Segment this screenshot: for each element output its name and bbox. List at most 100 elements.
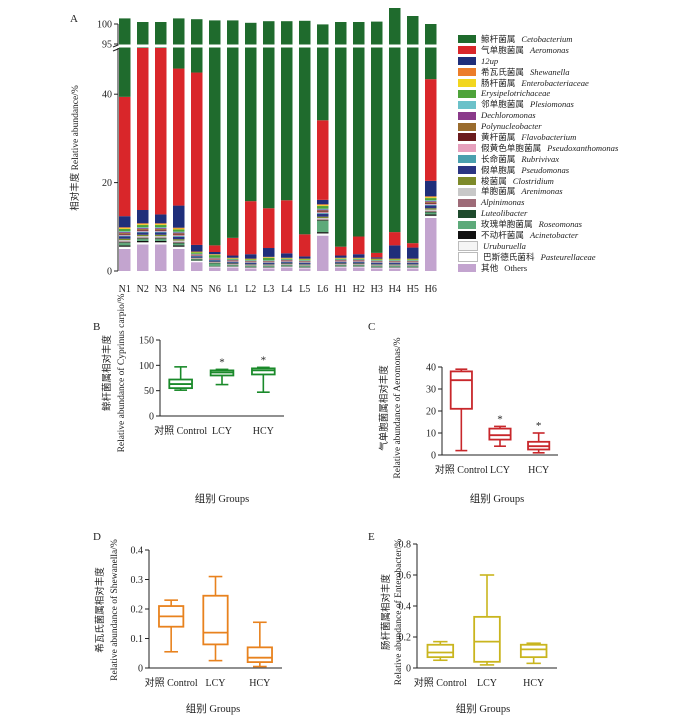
panel-a-bar-segment (353, 236, 365, 255)
legend-item: Erysipelotrichaceae (458, 88, 698, 99)
panel-a-bar-segment (425, 205, 437, 209)
legend-label-latin: Pseudomonas (521, 164, 570, 175)
panel-a-bar-segment (137, 230, 149, 232)
panel-a-bar-segment (227, 262, 239, 264)
panel-a-bar-segment (425, 210, 437, 212)
panel-a-bar-segment (137, 229, 149, 231)
panel-a-x-tick-label: L6 (317, 284, 328, 295)
panel-a-bar-segment (155, 239, 167, 241)
panel-a-bar-segment (425, 212, 437, 215)
panel-a-bar-segment (371, 268, 383, 271)
panel-a-bar-segment (209, 245, 221, 252)
panel-a-bar-segment (227, 258, 239, 260)
panel-a-bar-segment (173, 240, 185, 242)
panel-a-bar-segment (227, 20, 239, 238)
panel-c-box (488, 427, 512, 441)
panel-a-bar-segment (425, 180, 437, 197)
panel-a-bar-segment (281, 21, 293, 201)
panel-a-bar-segment (407, 243, 419, 248)
panel-a-bar-segment (353, 262, 365, 264)
panel-a-bar-segment (173, 243, 185, 246)
panel-b-y-tick-label: 50 (144, 386, 154, 397)
panel-a-bar-segment (335, 267, 347, 271)
panel-a-bar-segment (353, 22, 365, 237)
panel-a-bar-segment (119, 18, 131, 97)
panel-a-bar-segment (191, 259, 203, 261)
panel-e-y-axis-title-en: Relative abundance of Enterobacter/% (393, 539, 404, 685)
legend-item: 鲸杆菌属 Cetobacterium (458, 34, 698, 45)
legend-item: 梭菌属 Clostridium (458, 176, 698, 187)
panel-d-y-tick-label: 0.1 (131, 634, 144, 645)
panel-b-x-tick-label: HCY (253, 426, 274, 437)
panel-a-bar-segment (317, 219, 329, 221)
panel-a-bar-segment (119, 236, 131, 239)
panel-c-y-tick-label: 20 (426, 407, 436, 418)
legend-label-latin: Shewanella (529, 66, 570, 77)
legend-item: 邻单胞菌属 Plesiomonas (458, 99, 698, 110)
legend-label: 邻单胞菌属 Plesiomonas (481, 99, 574, 110)
panel-a-bar-segment (317, 199, 329, 205)
legend-swatch (458, 133, 476, 142)
panel-e-y-axis-title-cn: 肠杆菌属相对丰度 (380, 574, 392, 651)
panel-c-significance-star: * (536, 420, 542, 432)
panel-a-bar-segment (299, 263, 311, 265)
panel-a-bar-segment (317, 205, 329, 207)
panel-a-bar-segment (281, 200, 293, 254)
panel-a-bar-segment (425, 197, 437, 199)
panel-a-bar-segment (119, 247, 131, 249)
panel-a-bar-segment (317, 234, 329, 236)
panel-b-y-axis-title-cn: 鲸杆菌属相对丰度 (101, 335, 113, 412)
panel-a-bar-segment (119, 240, 131, 242)
panel-a-bar-segment (155, 225, 167, 228)
legend-label: 单胞菌属 Arenimonas (481, 186, 563, 197)
panel-a-x-tick-label: L2 (245, 284, 256, 295)
legend-label: 肠杆菌属 Enterobacteriaceae (481, 77, 589, 88)
panel-b-label: B (93, 321, 100, 333)
panel-c-x-tick-label: HCY (528, 465, 549, 476)
panel-a-bar-segment (245, 266, 257, 268)
panel-a-bar-segment (173, 227, 185, 229)
legend-label: 其他 Others (481, 262, 528, 273)
panel-a-bar-segment (389, 245, 401, 259)
panel-a-bar-segment (119, 216, 131, 228)
panel-a-bar-segment (191, 261, 203, 263)
panel-a-x-tick-label: L4 (281, 284, 292, 295)
panel-a-bar-segment (155, 237, 167, 239)
legend-label-latin: Rubrivivax (521, 153, 560, 164)
panel-c-x-tick-label: 对照 Control (435, 463, 488, 476)
legend-label: 玫瑰单胞菌属 Roseomonas (481, 219, 583, 230)
panel-a-bar-segment (407, 266, 419, 268)
legend-label-latin: Aeromonas (529, 44, 569, 55)
panel-e-box (519, 643, 548, 659)
panel-a-bar-segment (137, 224, 149, 226)
panel-a-bar-segment (173, 205, 185, 228)
panel-a-bar-segment (425, 202, 437, 204)
panel-a-bar-segment (173, 232, 185, 234)
panel-a-bar-segment (155, 244, 167, 271)
panel-a-bar-segment (191, 244, 203, 252)
panel-a-label: A (70, 13, 78, 25)
panel-a-bar-segment (119, 234, 131, 236)
panel-a-bar-segment (389, 8, 401, 233)
panel-c-y-tick-label: 40 (426, 363, 436, 374)
panel-a-bar-segment (119, 238, 131, 241)
panel-a-bar-segment (155, 230, 167, 232)
panel-d-y-tick-label: 0.3 (131, 575, 144, 586)
panel-a-bar-segment (137, 234, 149, 237)
panel-d-y-tick-label: 0.2 (131, 605, 144, 616)
panel-a-bar-segment (425, 211, 437, 213)
panel-a-bar-segment (191, 256, 203, 258)
panel-a-bar-segment (425, 201, 437, 203)
panel-c-y-axis-title-cn: 气单胞菌属相对丰度 (378, 365, 390, 451)
panel-a-bar-segment (389, 268, 401, 271)
legend-item: Dechloromonas (458, 110, 698, 121)
legend-swatch (458, 35, 476, 44)
panel-a-bar-segment (407, 268, 419, 271)
panel-e-box (426, 643, 455, 659)
panel-a-bar-segment (299, 234, 311, 257)
legend-item: Uruburuella (458, 241, 698, 252)
panel-a-bar-segment (227, 265, 239, 267)
panel-a-bar-segment (263, 248, 275, 257)
legend-label-latin: Clostridium (512, 175, 554, 186)
panel-a-bar-segment (155, 223, 167, 225)
